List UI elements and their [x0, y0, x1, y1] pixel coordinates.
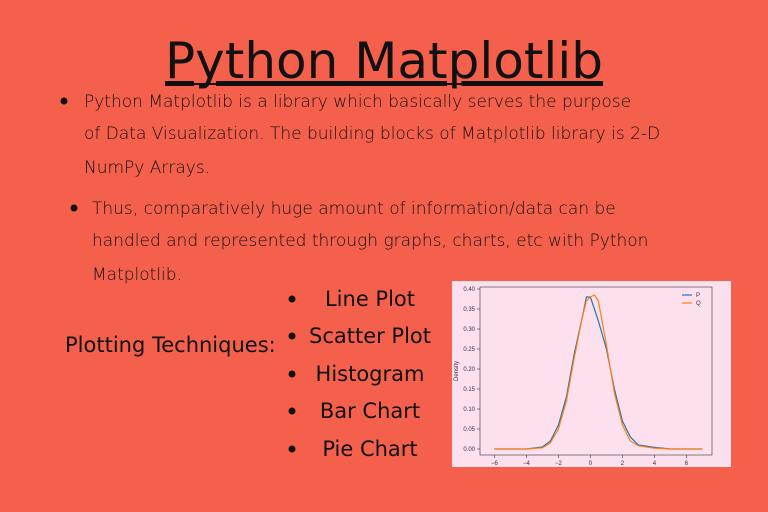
plot-frame	[479, 286, 713, 456]
legend-label: Q	[696, 301, 701, 307]
x-tick-label: −4	[523, 461, 531, 467]
y-tick-label: 0.40	[463, 287, 475, 293]
technique-item: Pie Chart	[322, 437, 417, 461]
bullet-dot	[60, 97, 68, 105]
y-tick-label: 0.00	[463, 447, 475, 453]
bullet-line: handled and represented through graphs, …	[92, 231, 648, 251]
technique-item: Line Plot	[325, 287, 415, 311]
bullet-dot	[288, 407, 296, 415]
y-axis-label: Density	[454, 361, 460, 381]
x-tick-label: 2	[621, 461, 625, 467]
x-tick-label: −6	[491, 461, 499, 467]
technique-item: Bar Chart	[320, 399, 420, 423]
y-tick-label: 0.15	[463, 387, 475, 393]
chart-image	[452, 281, 731, 467]
bullet-dot	[288, 370, 296, 378]
bullet-line: of Data Visualization. The building bloc…	[84, 124, 660, 144]
technique-item: Scatter Plot	[309, 324, 431, 348]
bullet-line: Matplotlib.	[92, 265, 182, 285]
series-line	[494, 294, 703, 450]
technique-item: Histogram	[316, 362, 425, 386]
y-tick-label: 0.10	[463, 407, 475, 413]
x-tick-label: 6	[685, 461, 689, 467]
x-tick-label: −2	[555, 461, 563, 467]
bullet-dot	[70, 204, 78, 212]
techniques-label: Plotting Techniques:	[65, 333, 276, 357]
y-tick-label: 0.35	[463, 307, 475, 313]
bullet-dot	[288, 445, 296, 453]
bullet-dot	[288, 295, 296, 303]
x-tick-label: 4	[653, 461, 657, 467]
y-tick-label: 0.30	[463, 327, 475, 333]
y-tick-label: 0.05	[463, 427, 475, 433]
y-tick-label: 0.20	[463, 367, 475, 373]
x-tick-label: 0	[589, 461, 593, 467]
series-line	[494, 296, 703, 450]
bullet-dot	[288, 332, 296, 340]
bullet-line: Thus, comparatively huge amount of infor…	[92, 199, 616, 219]
bullet-line: Python Matplotlib is a library which bas…	[84, 92, 631, 112]
legend-label: P	[696, 293, 700, 299]
slide-title: Python Matplotlib	[165, 32, 603, 90]
y-tick-label: 0.25	[463, 347, 475, 353]
bullet-line: NumPy Arrays.	[84, 158, 210, 178]
